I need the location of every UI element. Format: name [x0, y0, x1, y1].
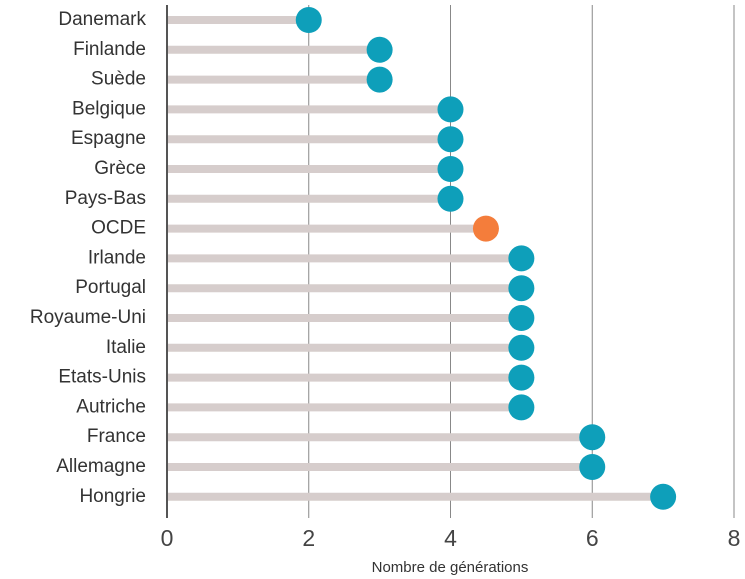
dot	[437, 126, 464, 153]
dot	[366, 66, 393, 93]
y-tick-label: Etats-Unis	[58, 367, 146, 388]
dot	[579, 424, 606, 451]
y-tick-label: OCDE	[91, 218, 146, 239]
x-tick-label: 8	[728, 525, 741, 551]
x-tick-label: 2	[302, 525, 315, 551]
x-tick-label: 0	[161, 525, 174, 551]
dot	[366, 36, 393, 63]
dot	[508, 275, 535, 302]
y-tick-label: Suède	[91, 69, 146, 90]
dot	[650, 483, 677, 510]
dot	[508, 364, 535, 391]
dot	[508, 394, 535, 421]
x-tick-label: 4	[444, 525, 457, 551]
dot	[437, 185, 464, 212]
y-tick-label: Portugal	[75, 277, 146, 298]
y-tick-label: Hongrie	[79, 486, 146, 507]
x-axis-title: Nombre de générations	[372, 559, 529, 576]
y-tick-label: Irlande	[88, 247, 146, 268]
dot	[437, 96, 464, 123]
dot	[508, 334, 535, 361]
y-tick-label: Italie	[106, 337, 146, 358]
y-tick-label: Belgique	[72, 98, 146, 119]
y-tick-label: Allemagne	[56, 456, 146, 477]
dot	[508, 305, 535, 331]
x-tick-label: 6	[586, 525, 599, 551]
dot	[472, 215, 499, 242]
y-tick-label: France	[87, 426, 146, 447]
y-tick-label: Grèce	[94, 158, 146, 179]
y-tick-label: Finlande	[73, 39, 146, 60]
y-tick-label: Royaume-Uni	[30, 307, 146, 328]
y-tick-label: Danemark	[58, 9, 146, 30]
y-tick-label: Autriche	[76, 396, 146, 417]
dot	[295, 7, 322, 33]
y-tick-label: Pays-Bas	[65, 188, 146, 209]
dot	[579, 454, 606, 480]
dot	[508, 245, 535, 272]
dot	[437, 156, 464, 182]
y-tick-label: Espagne	[71, 128, 146, 149]
